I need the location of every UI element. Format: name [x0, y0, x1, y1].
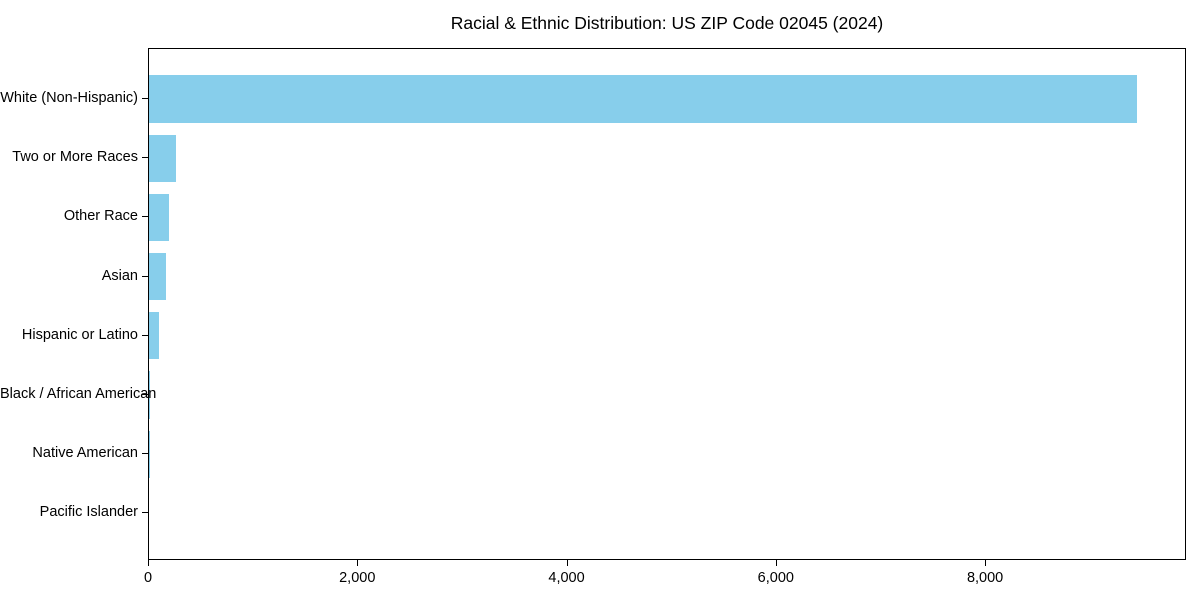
y-tick-label: White (Non-Hispanic) [0, 90, 138, 106]
bar [149, 134, 176, 182]
y-tick-label: Two or More Races [12, 149, 138, 166]
x-tick [775, 560, 777, 566]
x-tick [566, 560, 568, 566]
x-tick [985, 560, 987, 566]
y-tick [142, 394, 148, 395]
y-tick-label: Asian [101, 267, 138, 284]
bar [149, 252, 167, 301]
bar [149, 371, 151, 419]
y-tick [142, 453, 148, 455]
x-tick-label: 0 [143, 570, 153, 586]
y-tick-label: Hispanic or Latino [21, 326, 138, 343]
y-tick [142, 275, 148, 277]
bar [149, 312, 159, 360]
y-tick-label: Pacific Islander [39, 504, 138, 521]
y-tick-label: Black / African American [0, 386, 157, 402]
x-tick-label: 4,000 [548, 570, 585, 586]
bar [149, 193, 170, 242]
y-tick [142, 157, 148, 159]
y-tick-label: Native American [32, 445, 138, 462]
x-tick [148, 560, 149, 566]
plot-area [148, 48, 1186, 560]
y-tick [142, 512, 148, 514]
bar [149, 75, 1137, 123]
chart-title: Racial & Ethnic Distribution: US ZIP Cod… [450, 13, 884, 33]
x-tick-label: 8,000 [966, 570, 1004, 586]
x-tick-label: 2,000 [339, 570, 376, 586]
y-tick [142, 334, 148, 336]
x-tick-label: 6,000 [757, 570, 794, 586]
y-tick [142, 216, 148, 218]
y-tick-label: Other Race [63, 208, 138, 225]
x-tick [357, 560, 359, 566]
y-tick [142, 98, 148, 99]
